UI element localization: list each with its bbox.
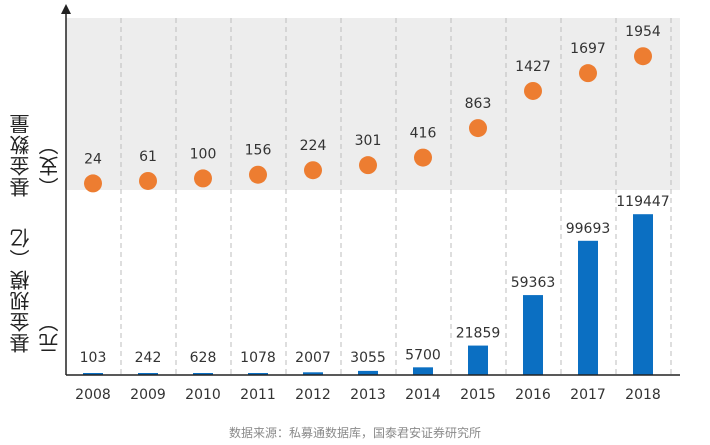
x-tick-label: 2014 xyxy=(405,387,441,403)
scale-bar xyxy=(578,240,598,375)
scale-bar xyxy=(468,345,488,375)
scale-data-label: 119447 xyxy=(616,194,669,210)
scale-axis-label: 基金规模（亿元） xyxy=(8,218,62,353)
source-note: 数据来源：私募通数据库，国泰君安证券研究所 xyxy=(228,426,481,440)
count-dot xyxy=(139,171,157,190)
count-dot xyxy=(524,81,542,100)
count-data-label: 100 xyxy=(190,146,217,162)
count-dot xyxy=(194,169,212,188)
count-axis-label-text: 基金数量（支） xyxy=(9,113,62,197)
scale-data-label: 5700 xyxy=(405,347,441,363)
scale-data-label: 628 xyxy=(190,350,217,366)
count-dot xyxy=(634,47,652,66)
count-dot xyxy=(304,161,322,180)
scale-axis-label-text: 基金规模（亿元） xyxy=(9,227,62,353)
y-axis-arrow xyxy=(61,4,71,14)
scale-bar xyxy=(248,373,268,375)
x-tick-label: 2012 xyxy=(295,387,331,403)
count-dot xyxy=(84,174,102,193)
x-tick-label: 2018 xyxy=(625,387,661,403)
scale-bar xyxy=(523,295,543,375)
scale-data-label: 2007 xyxy=(295,350,331,366)
count-axis-label: 基金数量（支） xyxy=(8,62,62,197)
scale-bar xyxy=(138,373,158,375)
count-data-label: 1697 xyxy=(570,41,606,57)
count-data-label: 224 xyxy=(300,138,327,154)
scale-bar xyxy=(633,214,653,375)
scale-data-label: 21859 xyxy=(456,326,501,342)
scale-data-label: 3055 xyxy=(350,350,386,366)
x-tick-label: 2016 xyxy=(515,387,551,403)
count-data-label: 61 xyxy=(139,149,157,165)
scale-data-label: 242 xyxy=(135,350,162,366)
count-data-label: 156 xyxy=(245,143,272,159)
x-tick-label: 2015 xyxy=(460,387,496,403)
x-tick-label: 2008 xyxy=(75,387,111,403)
x-tick-label: 2017 xyxy=(570,387,606,403)
scale-bar xyxy=(358,370,378,375)
x-tick-label: 2009 xyxy=(130,387,166,403)
count-data-label: 1427 xyxy=(515,59,551,75)
count-data-label: 1954 xyxy=(625,24,661,40)
scale-data-label: 99693 xyxy=(566,221,611,237)
count-dot xyxy=(359,156,377,175)
count-data-label: 301 xyxy=(355,133,382,149)
count-data-label: 24 xyxy=(84,151,102,167)
count-dot xyxy=(469,119,487,138)
scale-bar xyxy=(303,372,323,375)
count-data-label: 416 xyxy=(410,126,437,142)
x-tick-label: 2011 xyxy=(240,387,276,403)
count-data-label: 863 xyxy=(465,96,492,112)
chart: 24 61 100 156 224 301 416 863 1427 1697 1954 103 242… xyxy=(61,4,680,403)
scale-bar xyxy=(83,373,103,375)
scale-data-label: 59363 xyxy=(511,275,556,291)
x-tick-label: 2010 xyxy=(185,387,221,403)
count-dot xyxy=(414,148,432,167)
count-dot xyxy=(249,165,267,184)
scale-bar xyxy=(413,367,433,375)
x-tick-label: 2013 xyxy=(350,387,386,403)
count-dot xyxy=(579,64,597,83)
scale-data-label: 103 xyxy=(80,350,107,366)
scale-bar xyxy=(193,373,213,375)
scale-data-label: 1078 xyxy=(240,350,276,366)
